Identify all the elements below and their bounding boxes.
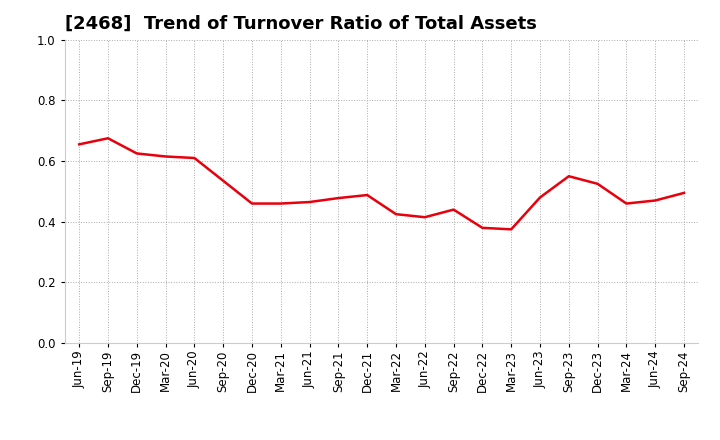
Text: [2468]  Trend of Turnover Ratio of Total Assets: [2468] Trend of Turnover Ratio of Total …: [65, 15, 536, 33]
